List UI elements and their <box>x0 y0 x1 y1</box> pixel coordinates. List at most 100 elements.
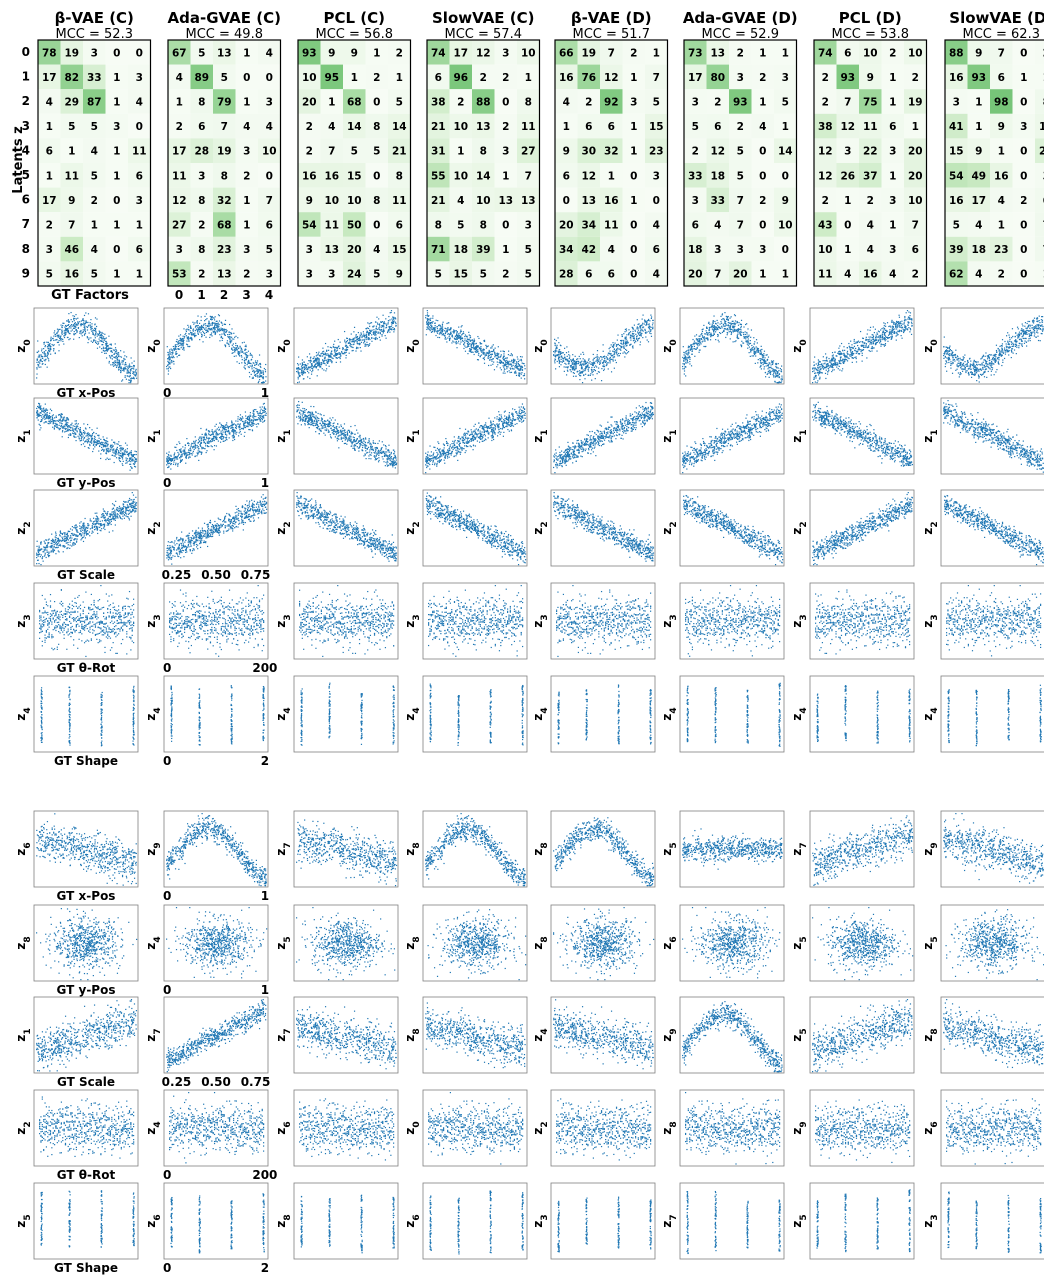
scatter-point <box>118 369 120 371</box>
scatter-point <box>126 369 129 371</box>
scatter-point <box>78 923 81 925</box>
scatter-point <box>119 457 121 459</box>
scatter-point <box>55 534 57 537</box>
scatter-point <box>43 856 45 858</box>
scatter-point <box>92 1035 94 1037</box>
scatter-point <box>71 427 74 429</box>
heatmap-cell-label: 2 <box>714 97 721 109</box>
scatter-point <box>83 941 86 944</box>
heatmap-cell-label: 3 <box>759 244 766 256</box>
heatmap-cell <box>60 89 83 114</box>
scatter-point <box>38 840 40 842</box>
scatter-point <box>88 332 90 334</box>
heatmap-cell <box>472 40 495 65</box>
scatter-point <box>40 543 42 545</box>
heatmap-cell-label: 5 <box>221 72 228 84</box>
heatmap-cell-label: 33 <box>688 170 703 182</box>
scatter-point <box>71 422 73 424</box>
scatter-point <box>105 347 107 349</box>
scatter-point <box>128 1014 130 1016</box>
scatter-point <box>120 367 122 369</box>
scatter-point <box>63 335 65 337</box>
scatter-point <box>79 1053 81 1055</box>
scatter-point <box>70 1039 73 1041</box>
scatter-point <box>71 922 73 925</box>
latent-subscript: 1 <box>23 1028 33 1034</box>
scatter-point <box>132 868 134 870</box>
scatter-point <box>94 946 96 949</box>
heatmap-cell-label: 0 <box>1020 220 1027 232</box>
scatter-point <box>114 931 117 933</box>
scatter-point <box>84 431 86 433</box>
scatter-point <box>105 337 107 339</box>
scatter-point <box>108 362 110 364</box>
heatmap-cell <box>449 40 472 65</box>
scatter-point <box>118 1020 120 1023</box>
scatter-point <box>115 856 117 859</box>
heatmap-cell-label: 0 <box>113 195 120 207</box>
heatmap-cell-label: 1 <box>1020 72 1027 84</box>
heatmap-cell-label: 7 <box>221 121 228 133</box>
scatter-point <box>49 1032 52 1035</box>
heatmap-cell-label: 2 <box>91 195 98 207</box>
scatter-point <box>115 956 117 958</box>
scatter-point <box>78 841 80 843</box>
scatter-point <box>46 1052 48 1054</box>
scatter-point <box>70 846 73 848</box>
scatter-point <box>63 425 65 427</box>
scatter-point <box>85 944 87 947</box>
scatter-point <box>54 828 56 830</box>
scatter-point <box>52 847 54 849</box>
scatter-point <box>45 842 47 844</box>
scatter-point <box>55 1039 58 1041</box>
scatter-point <box>58 344 60 346</box>
scatter-point <box>66 538 68 540</box>
heatmap-cell <box>105 212 128 237</box>
heatmap-cell-label: 0 <box>502 220 509 232</box>
scatter-point <box>67 1036 69 1038</box>
scatter-point <box>102 848 104 850</box>
heatmap-cell-label: 7 <box>266 195 273 207</box>
scatter-point <box>43 416 46 418</box>
scatter-point <box>41 620 43 622</box>
scatter-point <box>46 833 48 835</box>
scatter-point <box>82 934 84 936</box>
heatmap-cell-label: 0 <box>266 170 273 182</box>
scatter-point <box>63 532 65 534</box>
heatmap-cell-label: 5 <box>692 121 699 133</box>
scatter-point <box>112 515 114 517</box>
scatter-point <box>84 441 86 443</box>
scatter-point <box>42 1049 44 1051</box>
scatter-point <box>39 627 41 629</box>
scatter-point <box>108 1024 110 1026</box>
scatter-point <box>50 923 52 925</box>
model-title: PCL (C) <box>323 9 385 27</box>
scatter-point <box>87 859 90 861</box>
scatter-point <box>55 833 57 835</box>
scatter-point <box>110 1006 113 1008</box>
scatter-point <box>103 1027 106 1029</box>
scatter-point <box>82 1046 85 1048</box>
scatter-point <box>97 866 100 868</box>
scatter-point <box>100 844 102 846</box>
scatter-point <box>100 336 103 338</box>
scatter-point <box>113 461 115 464</box>
heatmap-cell-label: 1 <box>46 121 53 133</box>
scatter-point <box>48 360 50 362</box>
scatter-point <box>102 337 104 339</box>
scatter-point <box>65 845 67 847</box>
scatter-point <box>103 921 105 923</box>
scatter-point <box>128 510 130 512</box>
scatter-point <box>91 429 93 431</box>
scatter-point <box>60 420 62 422</box>
scatter-point <box>81 950 83 952</box>
scatter-point <box>94 520 96 522</box>
latent-subscript: 2 <box>23 521 33 527</box>
heatmap-cell-label: 1 <box>68 146 75 158</box>
scatter-point <box>135 882 137 885</box>
scatter-point <box>74 1017 76 1019</box>
heatmap-cell-label: 10 <box>1039 121 1044 133</box>
scatter-point <box>51 1044 53 1046</box>
scatter-point <box>75 541 78 543</box>
